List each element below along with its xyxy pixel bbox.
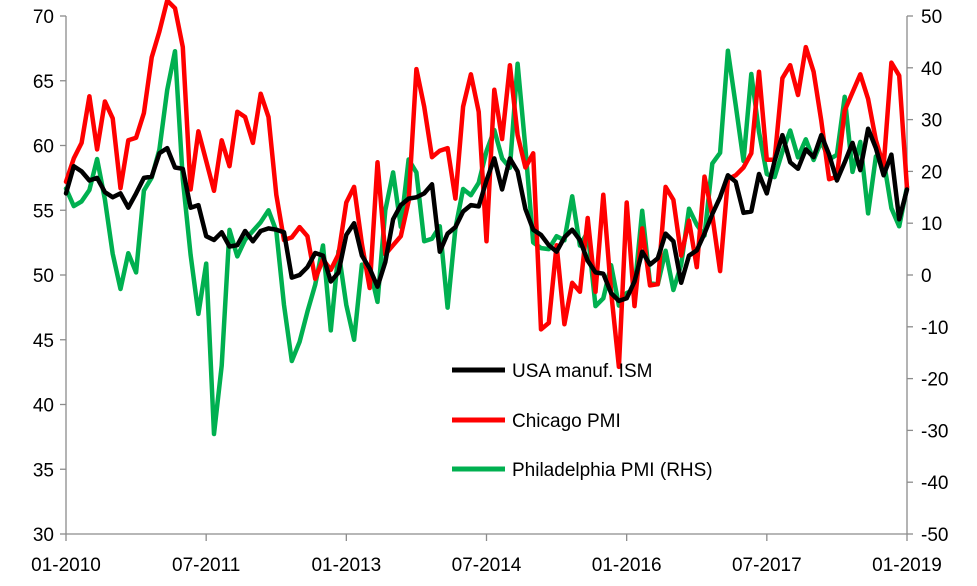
y-right-tick-label: 30: [921, 111, 942, 132]
y-right-tick-label: -50: [921, 525, 948, 546]
y-right-tick-label: 40: [921, 59, 942, 80]
y-left-tick-label: 35: [33, 460, 54, 481]
x-tick-label: 07-2011: [172, 555, 240, 576]
y-left-tick-label: 50: [33, 266, 54, 287]
y-right-tick-label: -20: [921, 370, 948, 391]
y-right-tick-label: -10: [921, 318, 948, 339]
series-line-usa-manuf-ism: [63, 126, 910, 304]
axes: 70 65 60 55 50 45 40 35 30 50 40 30 20 10 0 -10 -20 -30 -4…: [31, 7, 948, 576]
y-left-tick-label: 65: [33, 72, 54, 93]
legend-label-usa-manuf-ism: USA manuf. ISM: [512, 361, 652, 382]
y-left-tick-label: 40: [33, 396, 54, 417]
y-right-tick-label: 10: [921, 214, 942, 235]
series-layer: [63, 0, 910, 437]
y-left-tick-label: 60: [33, 137, 54, 158]
legend-label-chicago-pmi: Chicago PMI: [512, 411, 621, 432]
x-tick-label: 01-2016: [592, 555, 662, 576]
y-left-tick-label: 30: [33, 525, 54, 546]
x-tick-label: 07-2014: [452, 555, 522, 576]
y-left-tick-label: 70: [33, 7, 54, 28]
series-line-philadelphia-pmi-rhs: [63, 48, 910, 437]
y-right-tick-label: 50: [921, 7, 942, 28]
x-tick-label: 01-2010: [31, 555, 101, 576]
y-right-tick-label: 20: [921, 162, 942, 183]
y-left-tick-label: 45: [33, 331, 54, 352]
y-right-tick-label: -40: [921, 473, 948, 494]
y-left-tick-label: 55: [33, 201, 54, 222]
series-line-chicago-pmi: [63, 0, 910, 370]
y-right-tick-label: -30: [921, 421, 948, 442]
legend: USA manuf. ISM Chicago PMI Philadelphia PM…: [452, 361, 713, 481]
y-right-tick-label: 0: [921, 266, 932, 287]
x-tick-label: 07-2017: [732, 555, 802, 576]
legend-label-philadelphia-pmi-rhs: Philadelphia PMI (RHS): [512, 460, 713, 481]
x-tick-label: 01-2013: [311, 555, 381, 576]
x-tick-label: 01-2019: [872, 555, 942, 576]
